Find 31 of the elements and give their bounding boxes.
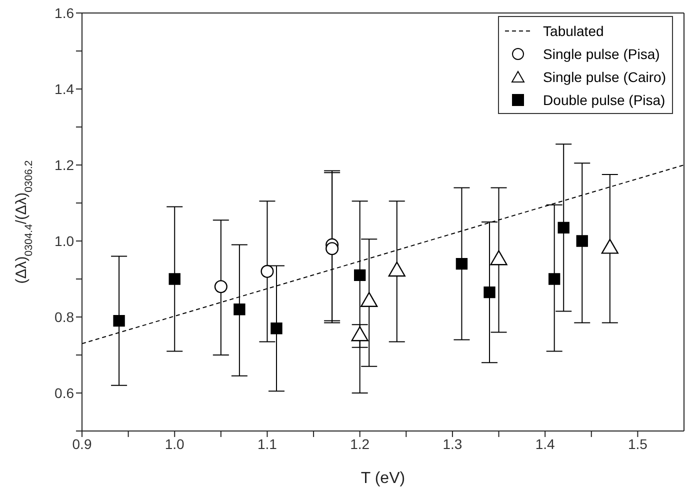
legend-label: Double pulse (Pisa): [543, 92, 666, 108]
legend-label: Tabulated: [543, 22, 604, 38]
y-tick-label: 0.6: [54, 384, 74, 401]
point: [168, 273, 180, 285]
point: [234, 304, 246, 316]
x-tick-label: 1.0: [164, 436, 185, 452]
x-tick-label: 1.3: [442, 436, 462, 452]
y-tick-label: 1.0: [54, 232, 74, 249]
x-tick-label: 1.2: [350, 436, 370, 452]
legend-label: Single pulse (Pisa): [543, 46, 660, 62]
point: [354, 269, 366, 282]
point: [576, 235, 588, 247]
x-tick-label: 1.5: [628, 436, 648, 452]
point: [260, 264, 274, 278]
y-tick-label: 0.8: [54, 308, 74, 325]
x-tick-label: 0.9: [72, 436, 92, 452]
point: [270, 322, 282, 334]
point: [484, 286, 496, 298]
y-tick-label: 1.2: [54, 156, 74, 173]
x-axis-title: T (eV): [360, 470, 406, 487]
legend-label: Single pulse (Cairo): [543, 68, 666, 84]
point: [456, 258, 468, 270]
point: [326, 242, 339, 256]
x-tick-label: 1.4: [535, 436, 556, 452]
point: [558, 222, 570, 234]
point: [113, 314, 125, 327]
y-tick-label: 1.6: [54, 4, 74, 21]
y-tick-label: 1.4: [54, 80, 74, 97]
point: [548, 273, 560, 285]
point: [214, 280, 228, 294]
x-tick-label: 1.1: [257, 436, 278, 452]
